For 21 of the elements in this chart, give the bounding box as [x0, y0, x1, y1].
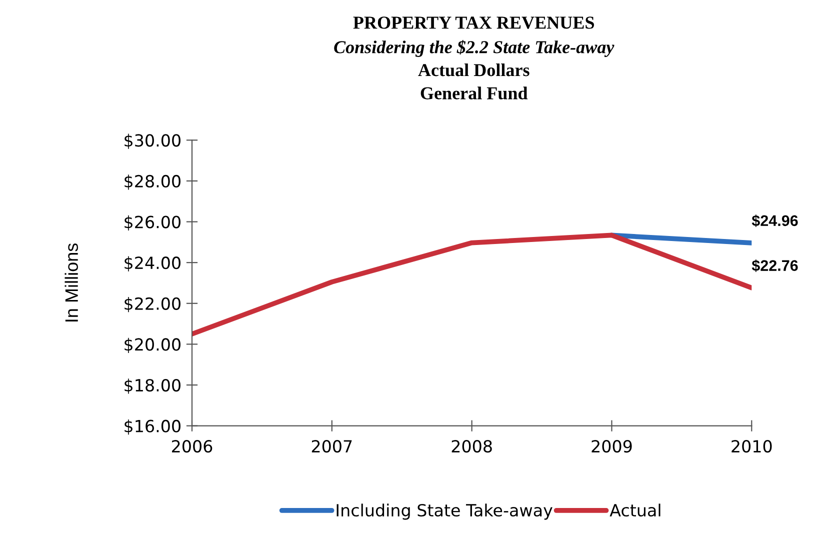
y-tick-label: $24.00: [124, 256, 180, 272]
y-tick-label: $16.00: [124, 419, 180, 435]
x-tick-label: 2007: [312, 440, 352, 453]
legend-label: Including State Take-away: [336, 504, 552, 520]
y-tick-label: $26.00: [124, 215, 180, 231]
x-tick-label: 2006: [172, 440, 212, 453]
y-axis-title: In Millions: [64, 243, 78, 322]
y-tick-label: $18.00: [124, 378, 180, 394]
chart-subtitle: Considering the $2.2 State Take-away Actual Dollars General Fund: [334, 40, 614, 100]
x-tick-label: 2008: [452, 440, 492, 453]
y-tick-label: $22.00: [124, 297, 180, 312]
data-label: $22.76: [752, 259, 798, 272]
y-tick-label: $28.00: [124, 174, 180, 190]
y-tick-label: $30.00: [124, 134, 180, 149]
data-label: $24.96: [752, 214, 798, 228]
x-tick-label: 2010: [732, 440, 772, 453]
x-tick-label: 2009: [592, 440, 632, 453]
line-series: [192, 232, 752, 336]
chart-title: PROPERTY TAX REVENUES: [353, 16, 594, 29]
legend-label: Actual: [610, 504, 660, 517]
y-tick-label: $20.00: [124, 338, 180, 353]
